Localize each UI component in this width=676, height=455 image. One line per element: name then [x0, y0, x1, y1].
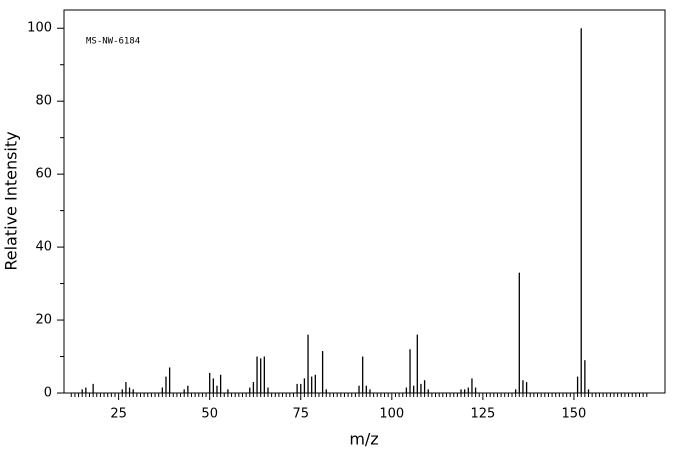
x-tick-label: 75 — [292, 407, 309, 422]
x-axis-title: m/z — [349, 430, 378, 449]
y-tick-label: 20 — [35, 313, 52, 328]
x-tick-label: 125 — [470, 407, 495, 422]
x-tick-label: 25 — [110, 407, 127, 422]
annotation: MS-NW-6184 — [86, 37, 140, 47]
plot-frame — [63, 9, 666, 394]
x-tick-label: 100 — [379, 407, 404, 422]
y-tick-label: 40 — [35, 240, 52, 255]
x-tick-label: 50 — [201, 407, 218, 422]
y-tick-label: 0 — [44, 386, 52, 401]
y-tick-label: 60 — [35, 167, 52, 182]
y-tick-label: 100 — [27, 21, 52, 36]
x-tick-label: 150 — [562, 407, 587, 422]
y-axis-title: Relative Intensity — [2, 131, 21, 270]
y-tick-label: 80 — [35, 94, 52, 109]
